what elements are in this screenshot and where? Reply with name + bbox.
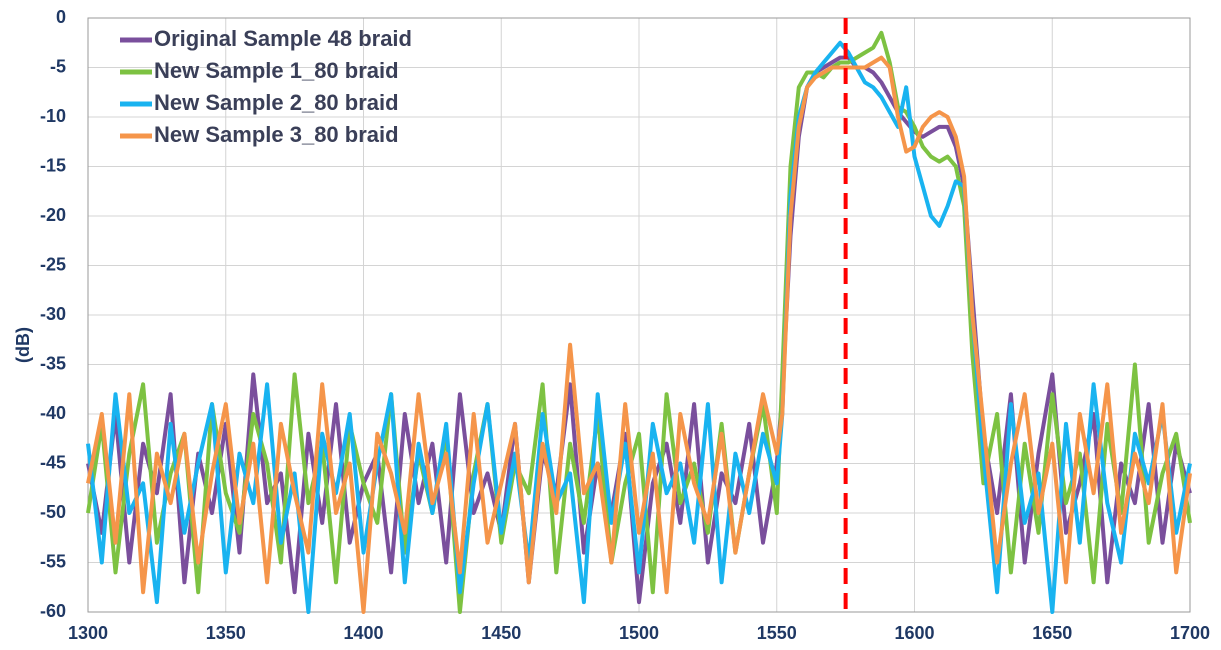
series-line xyxy=(86,55,1192,614)
y-tick-label: -20 xyxy=(40,205,66,225)
y-tick-label: -60 xyxy=(40,601,66,621)
series-line xyxy=(86,40,1192,614)
x-tick-label: 1450 xyxy=(481,623,521,643)
x-tick-label: 1650 xyxy=(1032,623,1072,643)
x-tick-label: 1350 xyxy=(206,623,246,643)
y-tick-label: -15 xyxy=(40,155,66,175)
y-tick-label: -30 xyxy=(40,304,66,324)
x-tick-label: 1550 xyxy=(757,623,797,643)
y-tick-label: -45 xyxy=(40,452,66,472)
y-tick-label: -5 xyxy=(50,56,66,76)
y-tick-label: -40 xyxy=(40,403,66,423)
legend-label: New Sample 2_80 braid xyxy=(154,90,399,115)
x-tick-label: 1600 xyxy=(894,623,934,643)
y-tick-label: -10 xyxy=(40,106,66,126)
series-line xyxy=(86,30,1192,614)
y-tick-label: -55 xyxy=(40,551,66,571)
legend-label: Original Sample 48 braid xyxy=(154,26,412,51)
plot-frame xyxy=(87,17,1191,613)
x-tick-label: 1700 xyxy=(1170,623,1210,643)
x-tick-label: 1300 xyxy=(68,623,108,643)
x-tick-label: 1500 xyxy=(619,623,659,643)
legend-label: New Sample 1_80 braid xyxy=(154,58,399,83)
y-tick-label: 0 xyxy=(56,7,66,27)
y-tick-label: -35 xyxy=(40,353,66,373)
y-axis-label: (dB) xyxy=(13,327,33,363)
y-tick-label: -25 xyxy=(40,254,66,274)
legend-label: New Sample 3_80 braid xyxy=(154,122,399,147)
y-tick-label: -50 xyxy=(40,502,66,522)
x-tick-label: 1400 xyxy=(343,623,383,643)
